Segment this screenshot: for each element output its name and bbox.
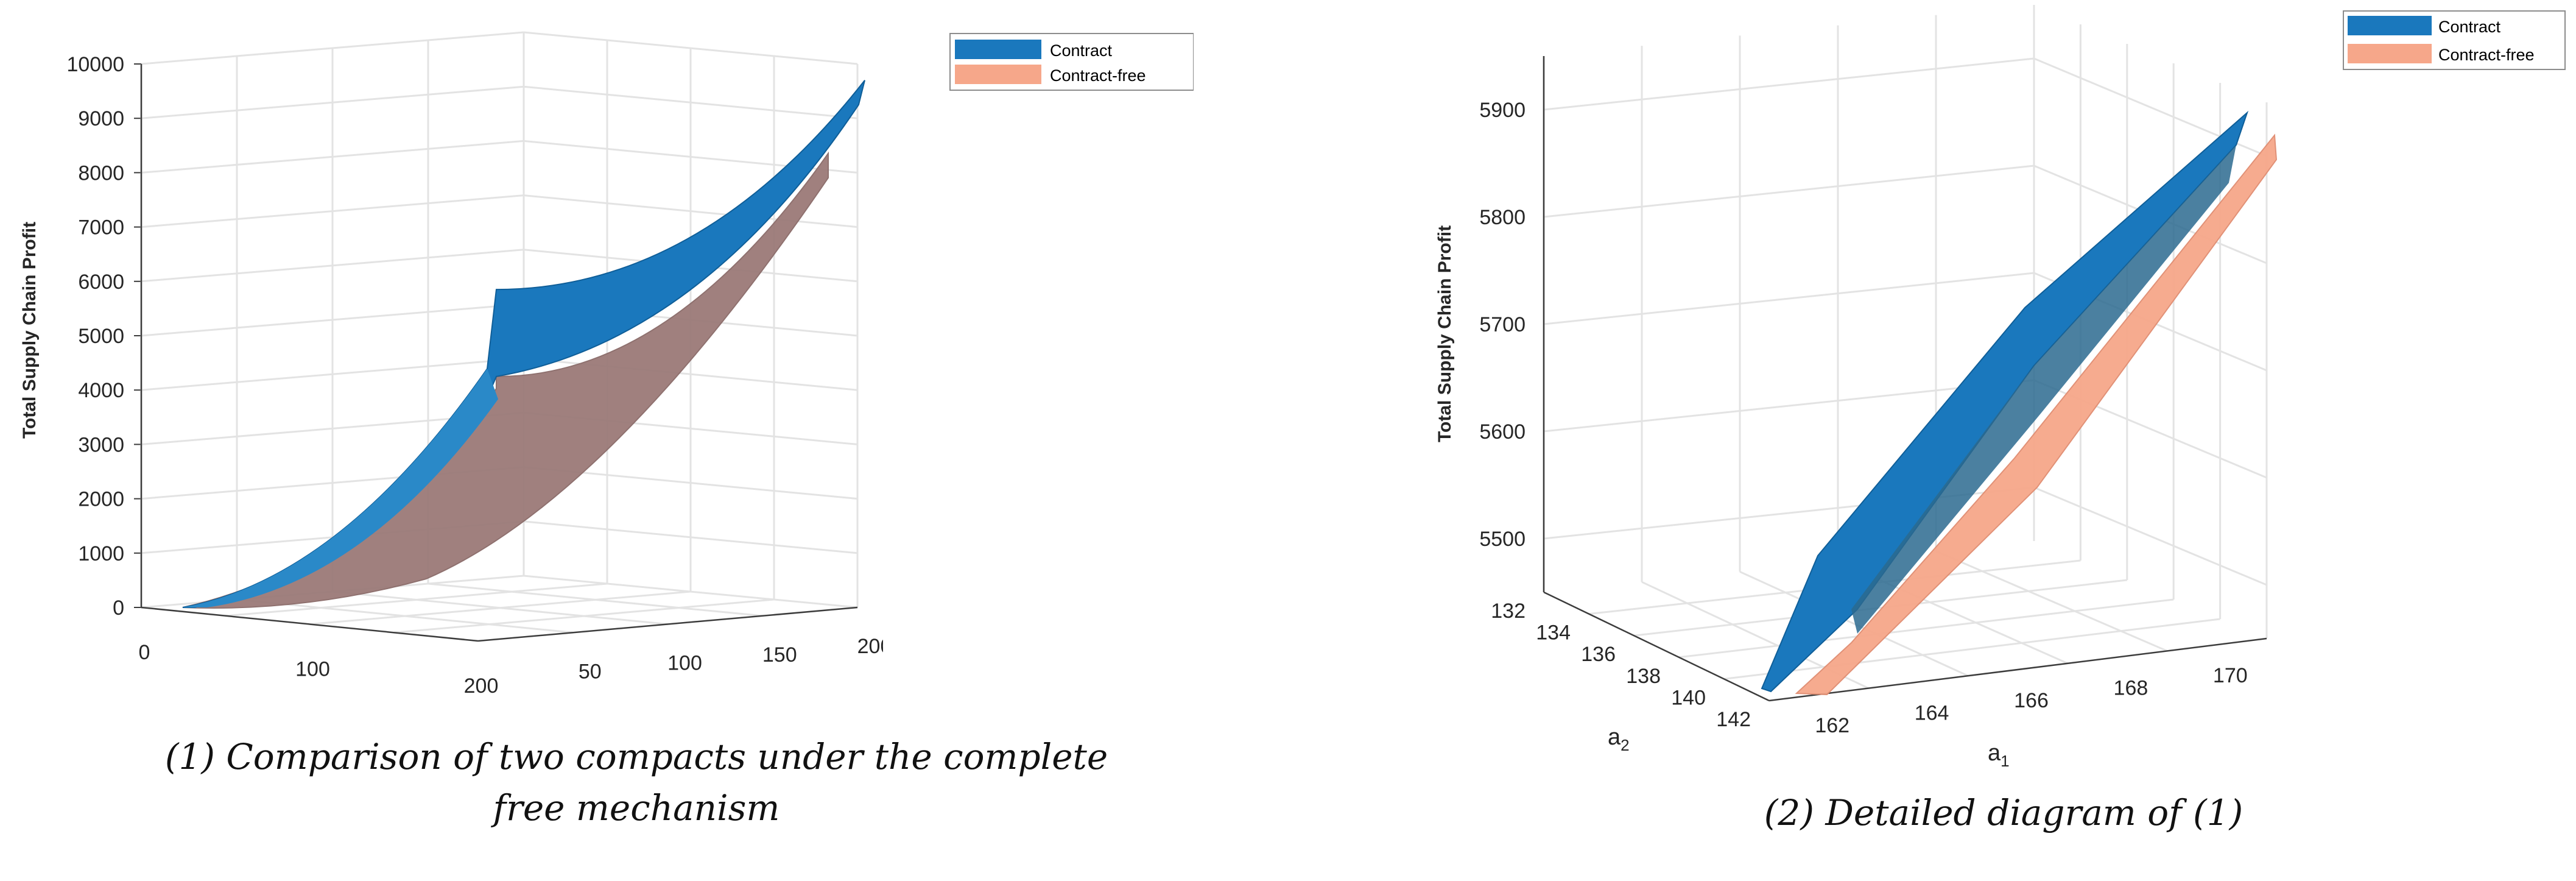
chart-2-gridline-z (1543, 272, 2035, 325)
chart-2-y-tick-label: 132 (1491, 600, 1526, 623)
chart-2-x-axis-label: a1 (1988, 740, 2010, 770)
chart-2-z-axis-label: Total Supply Chain Profit (1435, 225, 1455, 442)
chart-1-z-tick-label: 10000 (66, 53, 124, 76)
chart-1-gridline-floor (309, 590, 691, 625)
chart-1-legend-swatch-contract (955, 40, 1041, 59)
chart-1-z-tick-label: 8000 (78, 161, 124, 185)
chart-2-y-tick-label: 138 (1626, 665, 1661, 688)
chart-2-gridline-floor (1739, 571, 1969, 677)
chart-2-z-tick-label: 5600 (1479, 420, 1526, 444)
chart-1-z-tick-label: 9000 (78, 107, 124, 130)
chart-1-z-tick-label: 5000 (78, 325, 124, 348)
chart-1-legend-label-contract-free: Contract-free (1050, 66, 1146, 85)
chart-2-legend-swatch-contract-free (2348, 44, 2432, 63)
chart-1-x-tick-label: 150 (762, 643, 797, 667)
chart-2-gridline-z (1543, 165, 2035, 218)
chart-1-legend-box: Contract Contract-free (949, 33, 1194, 91)
chart-1-z-tick-label: 7000 (78, 216, 124, 239)
chart-1-y-axis-label: a2 (275, 689, 297, 695)
chart-1-caption-line-2: free mechanism (493, 787, 780, 829)
chart-1-z-tick-label: 2000 (78, 488, 124, 511)
chart-2-y-tick-label: 142 (1716, 708, 1751, 731)
chart-1-z-tick-label: 1000 (78, 542, 124, 565)
chart-2-y-tick-label: 134 (1536, 621, 1571, 645)
chart-1-gridline-floor (393, 598, 775, 634)
chart-2-gridline-floor (1678, 598, 2174, 659)
chart-1: 0100020003000400050006000700080009000100… (19, 31, 883, 695)
chart-2-gridline-floor (1723, 618, 2220, 680)
chart-1-y-tick-label: 0 (139, 641, 150, 664)
chart-1-z-tick-label: 4000 (78, 379, 124, 402)
chart-2-y-axis (1543, 591, 1770, 702)
chart-2-z-tick-label: 5800 (1479, 206, 1526, 229)
chart-1-legend-swatch-contract-free (955, 65, 1041, 84)
chart-2-y-axis-label: a2 (1608, 724, 1630, 754)
chart-1-z-tick-label: 3000 (78, 433, 124, 456)
chart-2-x-tick-label: 168 (2114, 677, 2148, 700)
chart-1-y-tick-label: 100 (295, 658, 330, 681)
chart-1-x-tick-label: 50 (579, 660, 602, 683)
chart-2-x-tick-label: 162 (1815, 714, 1849, 737)
chart-2-z-tick-label: 5700 (1479, 313, 1526, 336)
chart-2-x-tick-label: 170 (2213, 664, 2248, 687)
chart-2-gridline-floor (1633, 579, 2127, 637)
chart-2-legend-label-contract-free: Contract-free (2438, 46, 2535, 64)
chart-2-caption: (2) Detailed diagram of (1) (1583, 787, 2424, 838)
chart-1-gridline-floor (428, 582, 763, 617)
chart-2-x-tick-label: 166 (2014, 689, 2049, 712)
chart-2-z-tick-label: 5900 (1479, 99, 1526, 122)
chart-1-caption: (1) Comparison of two compacts under the… (73, 731, 1200, 833)
chart-2-gridline-z (1543, 57, 2035, 111)
chart-2-legend: Contract Contract-free (2343, 10, 2566, 70)
chart-2-y-tick-label: 136 (1581, 643, 1616, 666)
chart-1-legend-label-contract: Contract (1050, 41, 1113, 60)
chart-2-x-tick-label: 164 (1915, 701, 1949, 724)
chart-2-caption-line-1: (2) Detailed diagram of (1) (1764, 792, 2243, 833)
chart-2: 5500 5600 5700 5800 5900 132 134 136 138 140 142 16… (1435, 5, 2566, 770)
chart-2-gridline-z (2033, 486, 2267, 586)
chart-1-y-axis (141, 606, 479, 642)
chart-1-surfaces (182, 80, 865, 609)
chart-2-legend-label-contract: Contract (2438, 18, 2501, 36)
chart-2-ticks: 5500 5600 5700 5800 5900 132 134 136 138 140 142 16… (1479, 99, 2247, 737)
chart-1-x-tick-label: 100 (667, 652, 702, 675)
chart-1-y-tick-label: 200 (464, 674, 499, 695)
chart-2-gridline-floor (1935, 550, 2168, 652)
chart-2-z-tick-label: 5500 (1479, 528, 1526, 551)
chart-2-legend-swatch-contract (2348, 16, 2432, 35)
chart-1-x-axis-label: a1 (678, 688, 700, 695)
chart-2-x-axis (1768, 637, 2267, 702)
chart-1-z-tick-label: 6000 (78, 271, 124, 294)
chart-2-y-tick-label: 140 (1671, 686, 1706, 709)
chart-1-caption-line-1: (1) Comparison of two compacts under the… (164, 736, 1108, 777)
chart-1-x-tick-label: 200 (857, 635, 883, 658)
chart-1-z-axis-label: Total Supply Chain Profit (19, 222, 40, 439)
chart-1-z-tick-label: 0 (113, 596, 124, 620)
chart-1-grid (134, 31, 859, 642)
chart-2-surfaces (1761, 110, 2278, 696)
chart-1-x-axis (477, 606, 858, 642)
chart-1-ticks: 0100020003000400050006000700080009000100… (66, 53, 883, 695)
chart-2-gridline-z (1543, 379, 2035, 433)
chart-2-surface-overlap (1851, 145, 2236, 634)
chart-2-surface-contract-free (1795, 133, 2278, 696)
